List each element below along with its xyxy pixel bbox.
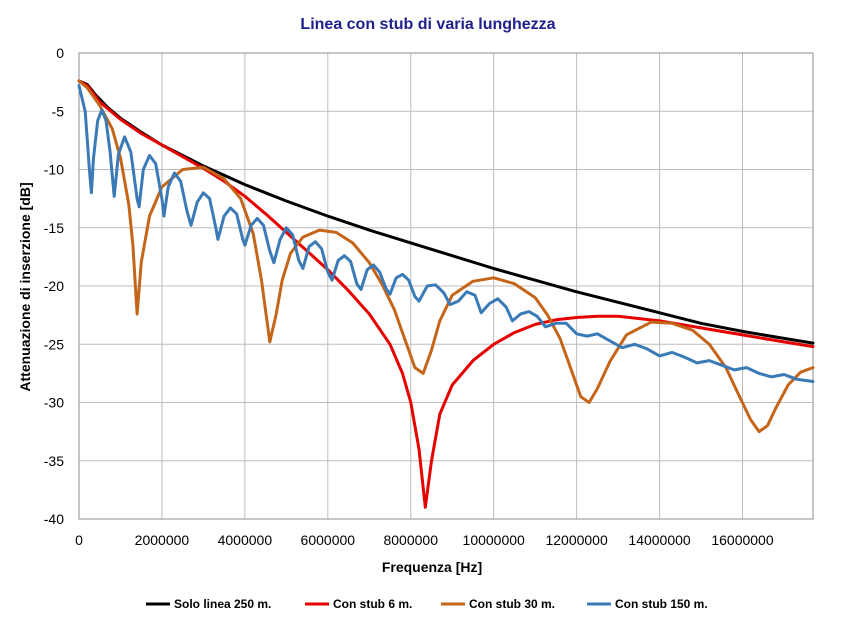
x-tick-label: 14000000 [628, 532, 691, 548]
x-axis-label: Frequenza [Hz] [382, 559, 482, 575]
legend-label: Con stub 150 m. [615, 597, 708, 611]
y-tick-label: -10 [44, 162, 64, 178]
legend-label: Con stub 30 m. [469, 597, 555, 611]
legend-label: Con stub 6 m. [333, 597, 412, 611]
x-tick-label: 10000000 [463, 532, 526, 548]
x-tick-label: 2000000 [135, 532, 190, 548]
series-line-con-stub-6-m [77, 79, 815, 509]
y-tick-label: -15 [44, 220, 64, 236]
x-tick-label: 4000000 [218, 532, 273, 548]
x-tick-label: 12000000 [545, 532, 608, 548]
legend-item: Con stub 30 m. [441, 597, 555, 611]
x-tick-label: 8000000 [383, 532, 438, 548]
y-tick-label: -5 [52, 103, 65, 119]
chart-title: Linea con stub di varia lunghezza [300, 16, 555, 33]
series-line-con-stub-30-m [77, 79, 815, 434]
x-axis-ticks: 0 2000000 4000000 6000000 8000000 10000000 120… [75, 532, 774, 548]
legend: Solo linea 250 m. Con stub 6 m. Con stub 3… [146, 597, 708, 611]
legend-item: Solo linea 250 m. [146, 597, 271, 611]
x-tick-label: 6000000 [301, 532, 356, 548]
y-tick-label: -20 [44, 278, 64, 294]
series-line-solo-linea-250-m [77, 79, 815, 345]
y-tick-label: -40 [44, 511, 64, 527]
y-tick-label: -30 [44, 395, 64, 411]
x-tick-label: 0 [75, 532, 83, 548]
plot-area [78, 52, 814, 520]
y-axis-label: Attenuazione di inserzione [dB] [17, 182, 33, 391]
y-tick-label: -25 [44, 336, 64, 352]
series-lines [77, 79, 815, 509]
legend-item: Con stub 150 m. [587, 597, 708, 611]
y-tick-label: 0 [56, 45, 64, 61]
legend-label: Solo linea 250 m. [174, 597, 271, 611]
y-axis-ticks: 0 -5 -10 -15 -20 -25 -30 -35 -40 [44, 45, 64, 527]
legend-item: Con stub 6 m. [305, 597, 412, 611]
y-tick-label: -35 [44, 453, 64, 469]
series-line-con-stub-150-m [77, 84, 815, 383]
x-tick-label: 16000000 [711, 532, 774, 548]
grid [78, 52, 813, 520]
